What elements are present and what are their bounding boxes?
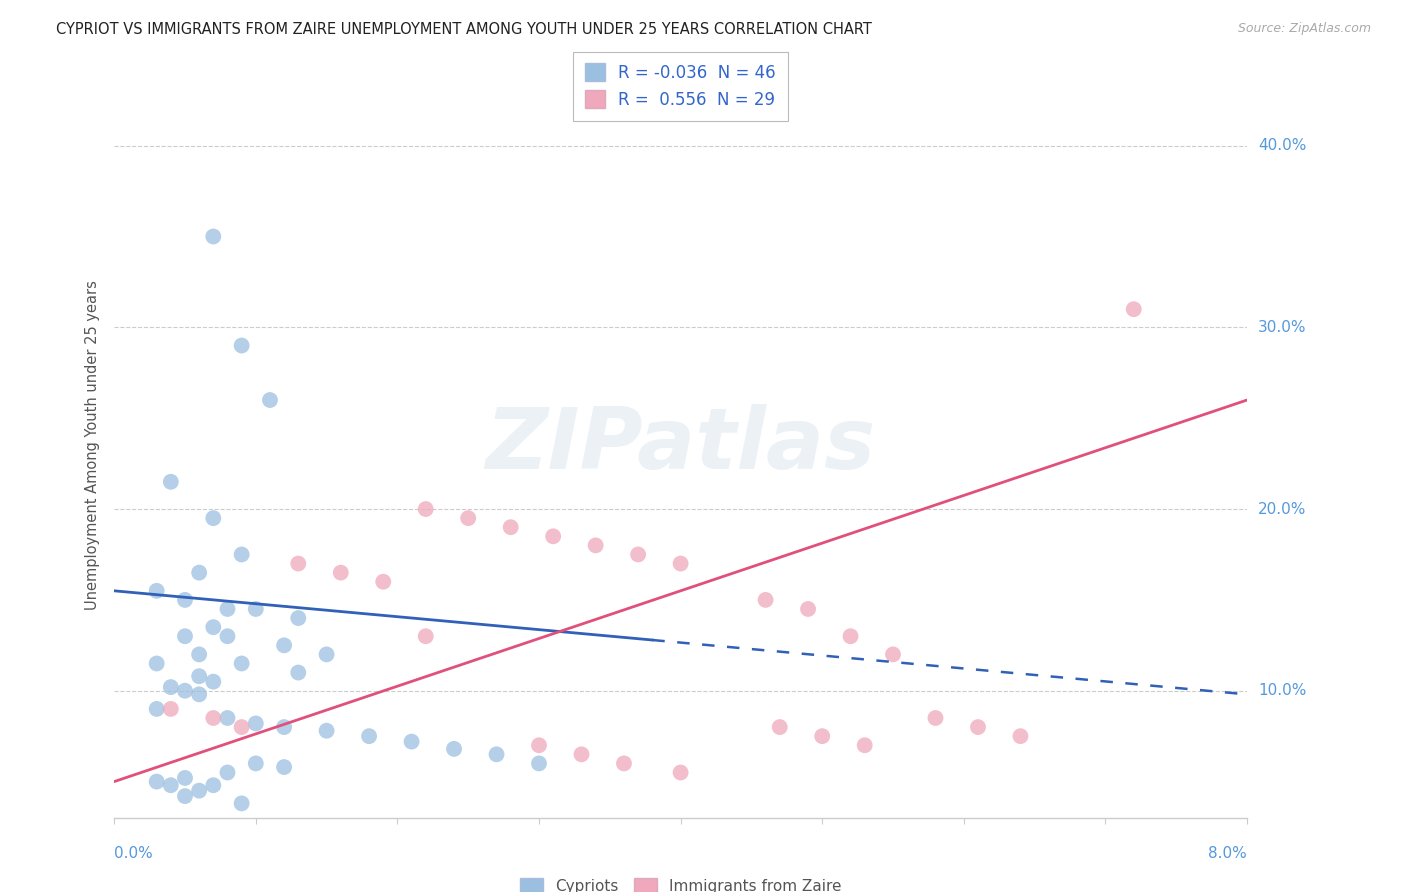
Point — [967, 720, 990, 734]
Point — [160, 778, 183, 792]
Point — [188, 648, 211, 662]
Point — [811, 729, 834, 743]
Point — [202, 229, 225, 244]
Point — [231, 338, 253, 352]
Point — [174, 683, 197, 698]
Point — [217, 629, 239, 643]
Point — [853, 738, 876, 752]
Point — [839, 629, 862, 643]
Point — [145, 657, 167, 671]
Point — [769, 720, 792, 734]
Point — [174, 593, 197, 607]
Point — [882, 648, 904, 662]
Point — [217, 711, 239, 725]
Point — [527, 738, 550, 752]
Point — [315, 723, 337, 738]
Point — [1122, 302, 1144, 317]
Point — [231, 548, 253, 562]
Point — [457, 511, 479, 525]
Point — [273, 638, 295, 652]
Point — [527, 756, 550, 771]
Point — [174, 771, 197, 785]
Point — [231, 797, 253, 811]
Text: Source: ZipAtlas.com: Source: ZipAtlas.com — [1237, 22, 1371, 36]
Point — [541, 529, 564, 543]
Point — [571, 747, 593, 762]
Point — [613, 756, 636, 771]
Point — [188, 687, 211, 701]
Point — [145, 774, 167, 789]
Point — [359, 729, 381, 743]
Point — [160, 475, 183, 489]
Point — [443, 742, 465, 756]
Point — [287, 611, 309, 625]
Point — [202, 511, 225, 525]
Point — [401, 734, 423, 748]
Point — [499, 520, 522, 534]
Point — [315, 648, 337, 662]
Text: 8.0%: 8.0% — [1208, 847, 1247, 862]
Point — [188, 783, 211, 797]
Point — [145, 702, 167, 716]
Point — [160, 702, 183, 716]
Text: 40.0%: 40.0% — [1258, 138, 1306, 153]
Text: 0.0%: 0.0% — [114, 847, 153, 862]
Point — [188, 669, 211, 683]
Point — [245, 756, 267, 771]
Point — [627, 548, 650, 562]
Text: 10.0%: 10.0% — [1258, 683, 1306, 698]
Text: 30.0%: 30.0% — [1258, 320, 1306, 334]
Text: 20.0%: 20.0% — [1258, 501, 1306, 516]
Point — [755, 593, 778, 607]
Point — [202, 674, 225, 689]
Point — [373, 574, 395, 589]
Point — [329, 566, 352, 580]
Point — [585, 538, 607, 552]
Point — [1010, 729, 1032, 743]
Point — [174, 629, 197, 643]
Point — [217, 602, 239, 616]
Point — [217, 765, 239, 780]
Point — [188, 566, 211, 580]
Point — [245, 602, 267, 616]
Y-axis label: Unemployment Among Youth under 25 years: Unemployment Among Youth under 25 years — [86, 280, 100, 610]
Text: ZIPatlas: ZIPatlas — [485, 404, 876, 487]
Point — [415, 502, 437, 516]
Point — [245, 716, 267, 731]
Legend: R = -0.036  N = 46, R =  0.556  N = 29: R = -0.036 N = 46, R = 0.556 N = 29 — [574, 52, 787, 120]
Point — [415, 629, 437, 643]
Point — [231, 720, 253, 734]
Point — [202, 711, 225, 725]
Point — [287, 557, 309, 571]
Text: CYPRIOT VS IMMIGRANTS FROM ZAIRE UNEMPLOYMENT AMONG YOUTH UNDER 25 YEARS CORRELA: CYPRIOT VS IMMIGRANTS FROM ZAIRE UNEMPLO… — [56, 22, 872, 37]
Point — [485, 747, 508, 762]
Point — [273, 760, 295, 774]
Point — [287, 665, 309, 680]
Point — [231, 657, 253, 671]
Point — [669, 765, 692, 780]
Point — [259, 392, 281, 407]
Point — [145, 583, 167, 598]
Point — [273, 720, 295, 734]
Point — [160, 680, 183, 694]
Point — [202, 778, 225, 792]
Point — [669, 557, 692, 571]
Point — [174, 789, 197, 804]
Point — [202, 620, 225, 634]
Point — [797, 602, 820, 616]
Point — [924, 711, 946, 725]
